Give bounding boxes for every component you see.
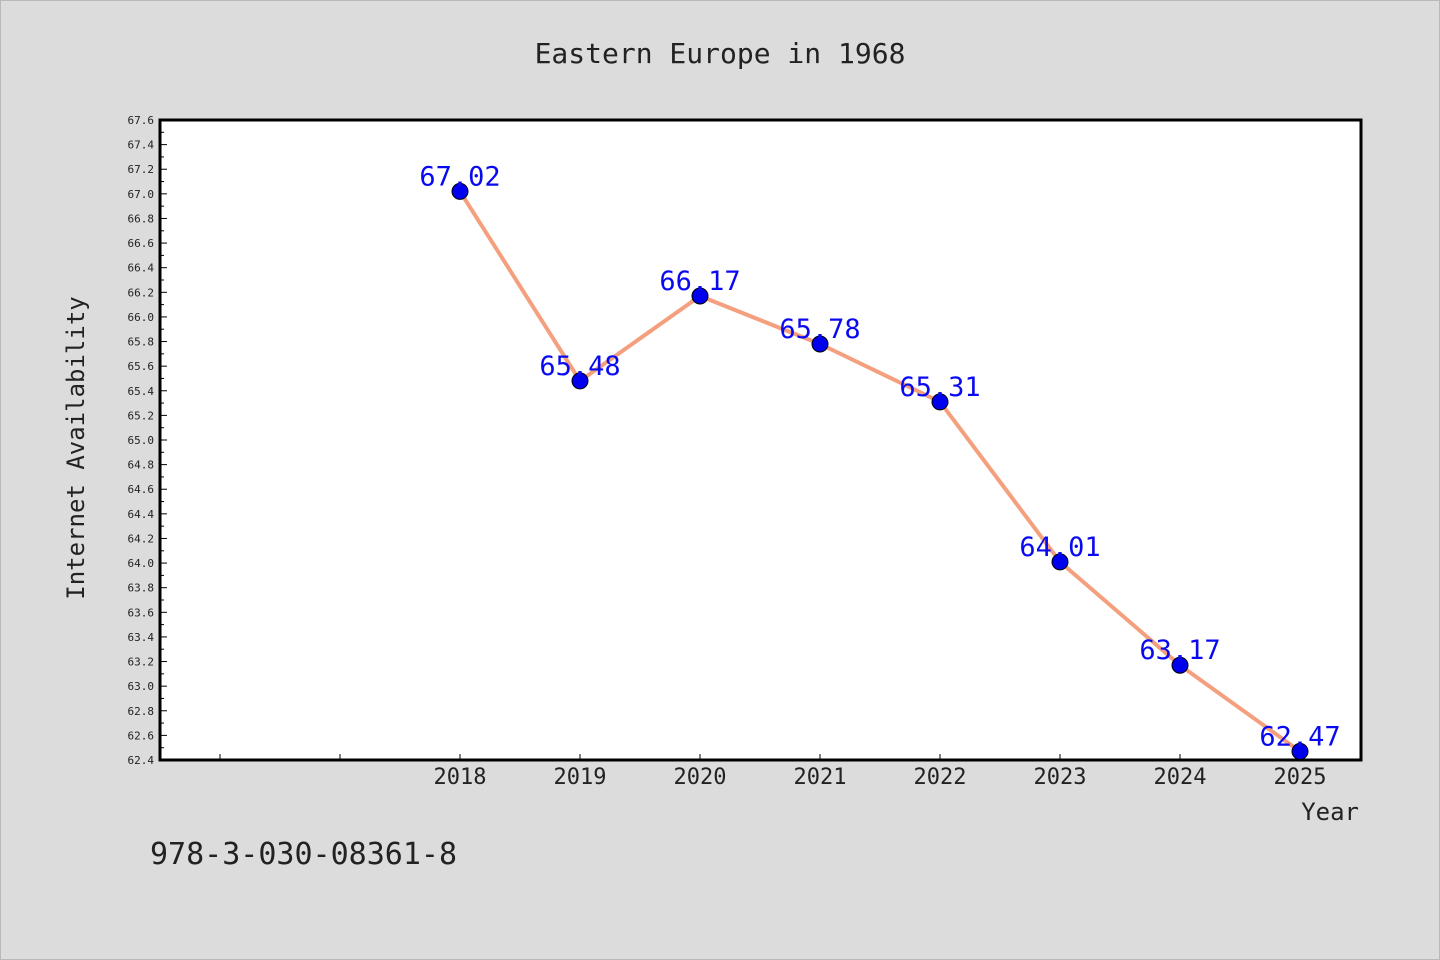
y-tick-label: 65.4 [128, 385, 155, 398]
x-tick-label: 2020 [674, 765, 727, 790]
data-point [931, 393, 949, 411]
y-tick-label: 67.2 [128, 163, 155, 176]
y-tick-label: 65.6 [128, 360, 155, 373]
plot-area [158, 118, 1363, 762]
y-tick-label: 67.6 [128, 114, 155, 127]
data-point [1051, 553, 1069, 571]
y-tick-label: 64.8 [128, 459, 155, 472]
chart-title: Eastern Europe in 1968 [535, 37, 906, 70]
y-tick-label: 63.0 [128, 680, 155, 693]
x-axis-label: Year [1301, 798, 1359, 826]
y-tick-label: 64.6 [128, 483, 155, 496]
y-tick-label: 63.8 [128, 582, 155, 595]
data-label: 66.17 [659, 266, 740, 297]
x-tick-label: 2018 [434, 765, 487, 790]
x-tick-label: 2021 [794, 765, 847, 790]
x-tick-label: 2024 [1154, 765, 1207, 790]
y-tick-label: 63.2 [128, 656, 155, 669]
y-tick-label: 65.8 [128, 336, 155, 349]
data-point [811, 335, 829, 353]
y-tick-label: 66.8 [128, 212, 155, 225]
data-point [451, 182, 469, 200]
series-line [458, 190, 1302, 754]
data-label: 63.17 [1139, 635, 1220, 666]
data-label: 64.01 [1019, 532, 1100, 563]
data-point [571, 372, 589, 390]
data-label: 67.02 [419, 161, 500, 192]
y-axis: 62.4 62.6 62.8 63.0 63.2 63.4 63.6 63.8 64.0 64.2… [128, 114, 167, 767]
data-point [1171, 656, 1189, 674]
data-label: 65.48 [539, 351, 620, 382]
footer-isbn: 978-3-030-08361-8 [150, 837, 457, 872]
y-tick-label: 66.6 [128, 237, 155, 250]
y-tick-label: 66.2 [128, 286, 155, 299]
y-tick-label: 65.0 [128, 434, 155, 447]
x-tick-label: 2023 [1034, 765, 1087, 790]
y-tick-label: 64.0 [128, 557, 155, 570]
y-tick-label: 62.4 [128, 754, 155, 767]
x-axis: 2018 2019 2020 2021 2022 2023 2024 2025 [219, 754, 1327, 790]
y-tick-label: 66.4 [128, 262, 155, 275]
y-tick-label: 63.4 [128, 631, 155, 644]
series-polyline [458, 190, 1302, 754]
data-points [451, 182, 1309, 760]
data-label: 65.31 [899, 372, 980, 403]
x-tick-label: 2019 [554, 765, 607, 790]
data-point [691, 287, 709, 305]
data-label: 62.47 [1259, 721, 1340, 752]
y-tick-label: 62.8 [128, 705, 155, 718]
y-tick-label: 66.0 [128, 311, 155, 324]
data-labels: 67.02 65.48 66.17 65.78 65.31 64.01 63.17 62.47 [419, 161, 1340, 752]
y-tick-label: 64.4 [128, 508, 155, 521]
y-tick-label: 62.6 [128, 729, 155, 742]
data-point [1291, 742, 1309, 760]
data-label: 65.78 [779, 314, 860, 345]
y-tick-label: 67.0 [128, 188, 155, 201]
x-tick-label: 2025 [1274, 765, 1327, 790]
y-axis-label: Internet Availability [62, 296, 90, 599]
y-tick-label: 65.2 [128, 409, 155, 422]
y-tick-label: 67.4 [128, 139, 155, 152]
x-tick-label: 2022 [914, 765, 967, 790]
y-tick-label: 64.2 [128, 532, 155, 545]
y-tick-label: 63.6 [128, 606, 155, 619]
